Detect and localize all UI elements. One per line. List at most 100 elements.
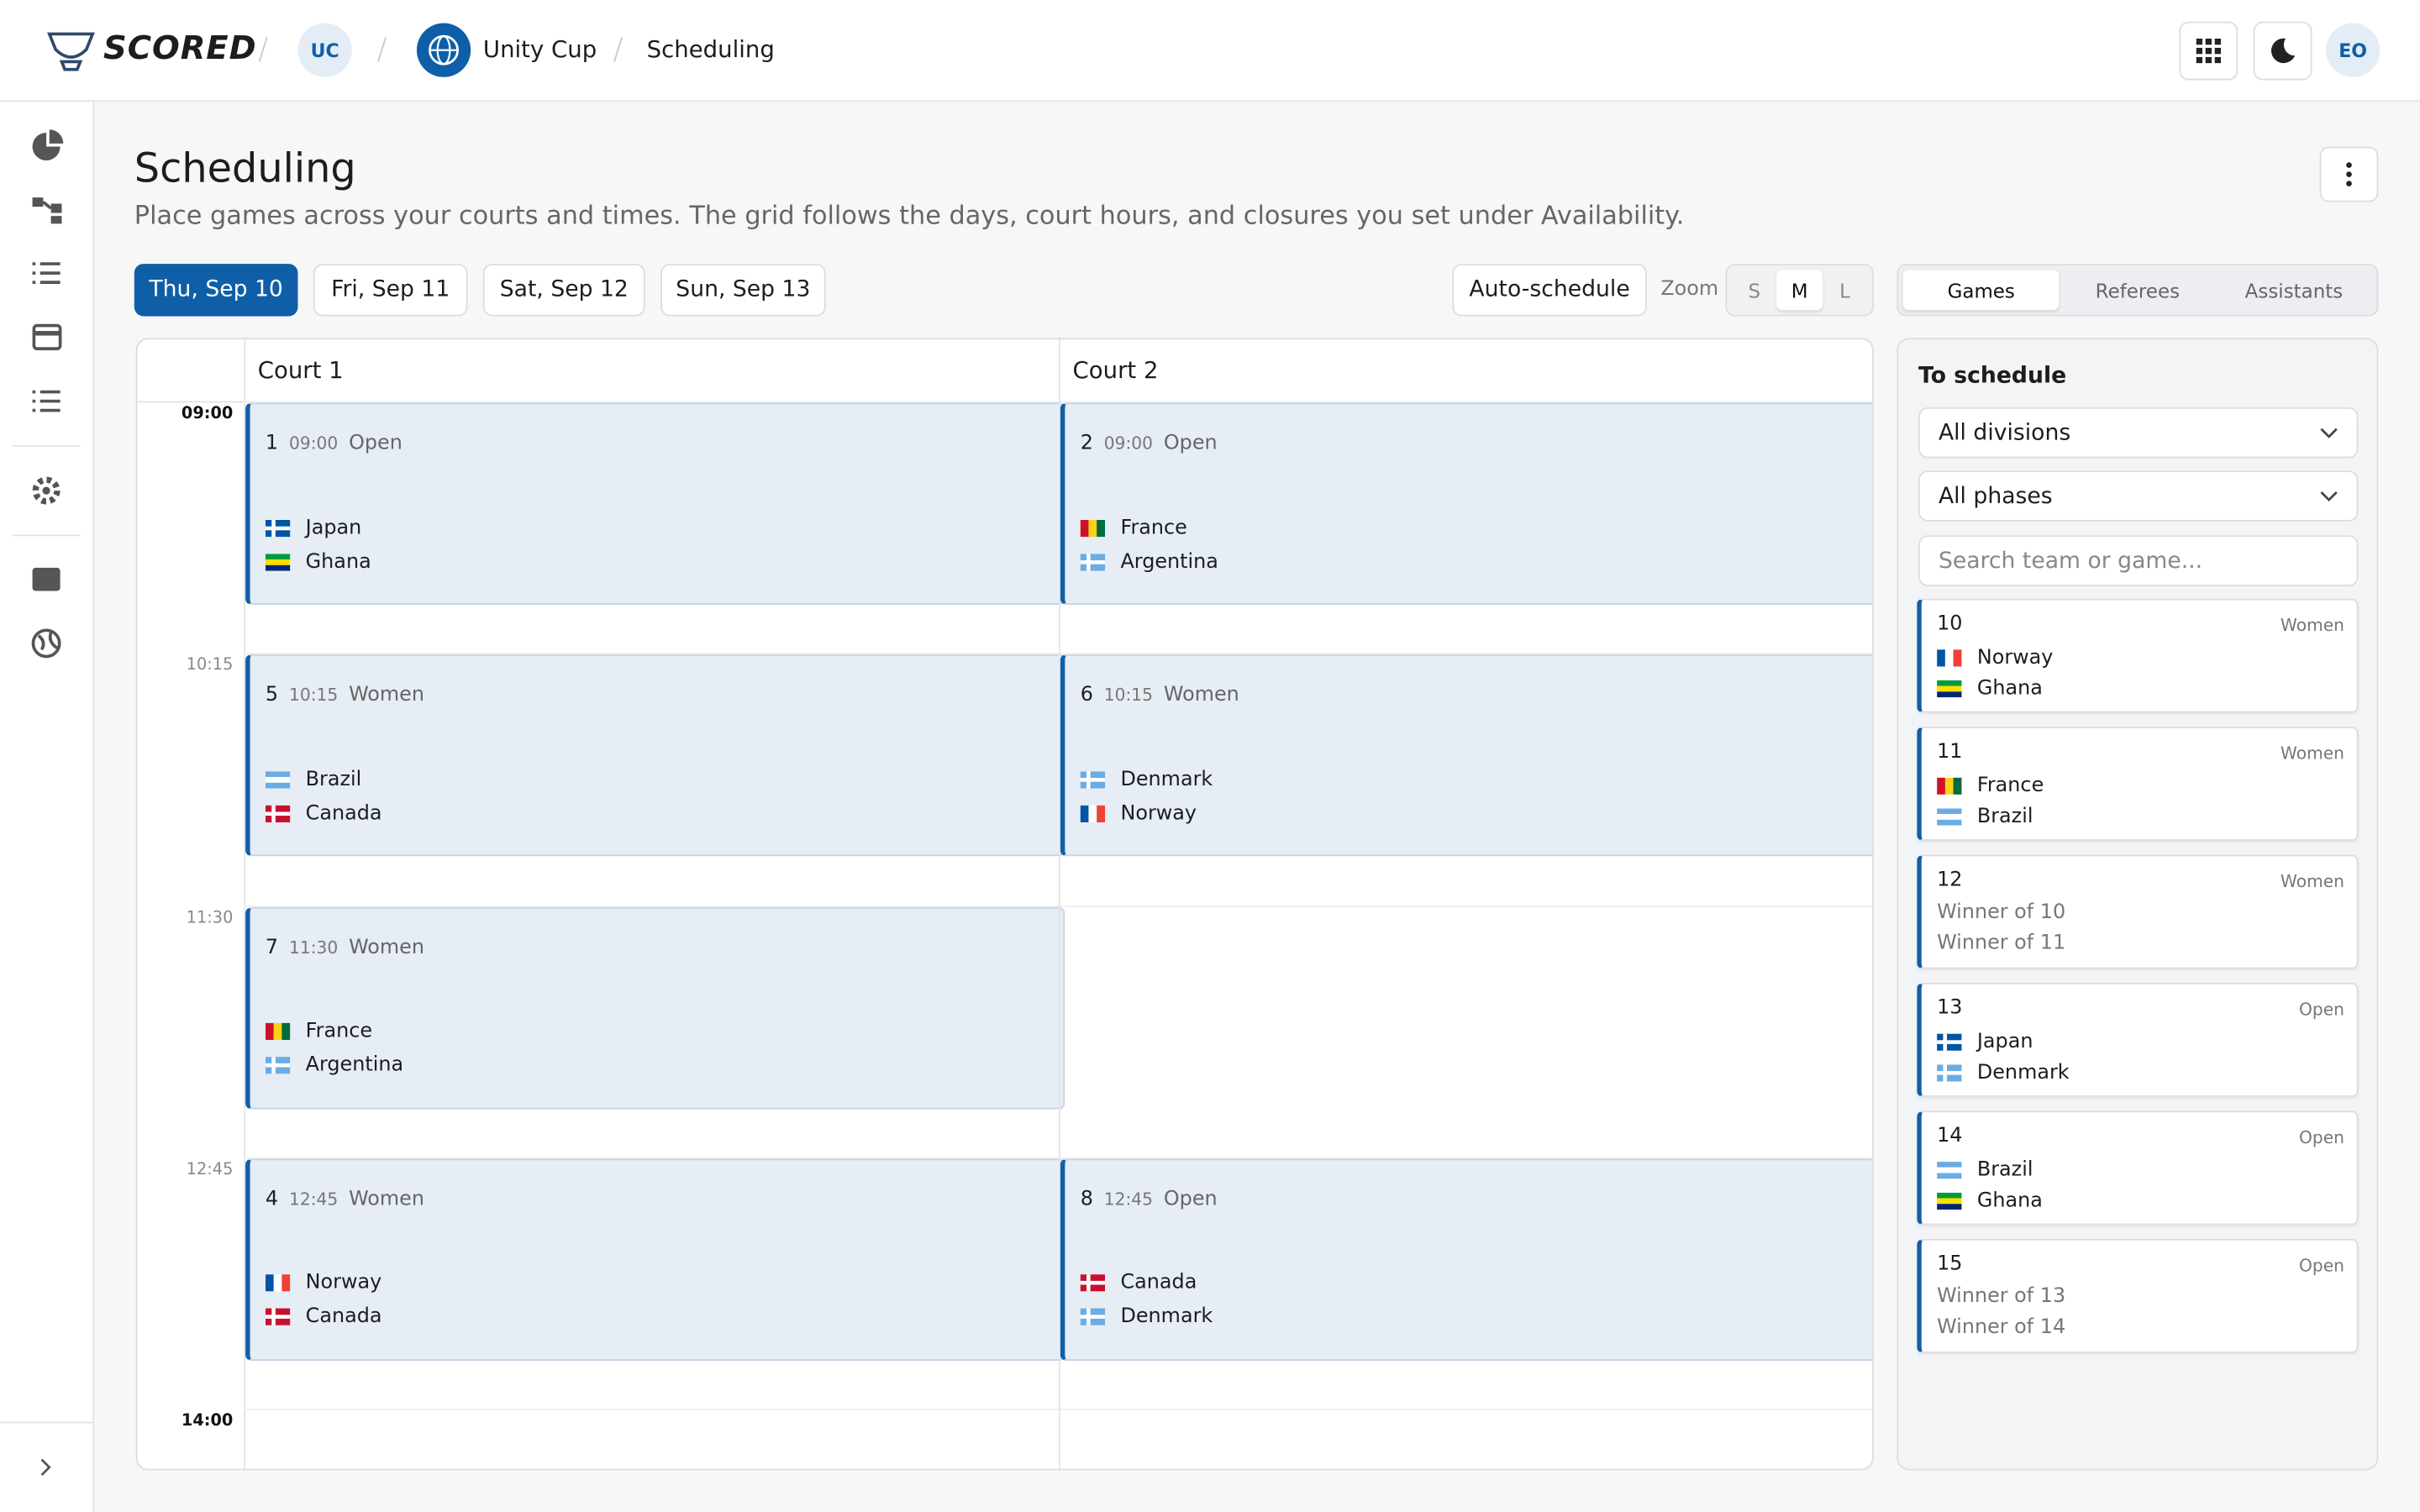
chevron-icon: [2320, 491, 2338, 501]
team-row: Japan: [1937, 1026, 2033, 1057]
day-tab[interactable]: Thu, Sep 10: [134, 264, 298, 317]
team-name: Canada: [1120, 1272, 1197, 1295]
game-division: Open: [1163, 1188, 1218, 1211]
game-number: 10: [1937, 612, 1963, 636]
game-card[interactable]: 7 11:30 Women France Argentina: [245, 906, 1065, 1109]
day-tab[interactable]: Sat, Sep 12: [482, 264, 645, 317]
flag-icon: [265, 1057, 291, 1074]
flag-icon: [265, 1022, 291, 1041]
unscheduled-game-card[interactable]: 13 Open Japan Denmark: [1917, 983, 2359, 1097]
game-division: Women: [349, 684, 424, 707]
day-tab[interactable]: Fri, Sep 11: [313, 264, 468, 317]
unscheduled-game-card[interactable]: 12 Women Winner of 10 Winner of 11: [1917, 854, 2359, 969]
team-row: Norway: [1937, 642, 2053, 673]
game-card[interactable]: 1 09:00 Open Japan Ghana: [245, 402, 1065, 606]
game-number: 7: [265, 936, 279, 959]
team-row: Denmark: [1080, 1302, 1213, 1333]
unscheduled-game-card[interactable]: 10 Women Norway Ghana: [1917, 598, 2359, 713]
team-row: Argentina: [265, 1050, 403, 1081]
game-card[interactable]: 5 10:15 Women Brazil Canada: [245, 654, 1065, 857]
page-title: Scheduling: [134, 146, 356, 193]
time-row-line: [244, 401, 1872, 403]
flag-icon: [1937, 807, 1962, 825]
team-row: Brazil: [1937, 801, 2033, 832]
panel-tab[interactable]: Games: [1902, 270, 2060, 311]
zoom-option[interactable]: L: [1839, 278, 1850, 302]
game-division: Women: [2280, 871, 2345, 892]
game-time: 09:00: [288, 433, 339, 454]
game-card[interactable]: 6 10:15 Women Denmark Norway: [1060, 654, 1872, 857]
unscheduled-game-card[interactable]: 11 Women France Brazil: [1917, 727, 2359, 842]
filter-select[interactable]: All phases: [1918, 470, 2359, 522]
game-time: 09:00: [1103, 433, 1154, 454]
placeholder-team: Winner of 13: [1937, 1285, 2066, 1309]
schedule-grid: 09:00 10:15 11:30 12:45 14:00 Court 1 1 09:00 Op…: [135, 338, 1874, 1471]
flag-icon: [1937, 776, 1962, 795]
flag-icon: [265, 1309, 291, 1326]
game-header: 5 10:15 Women: [266, 684, 424, 707]
apps-button[interactable]: [2179, 21, 2238, 81]
game-header: 1 09:00 Open: [266, 432, 402, 455]
day-tab[interactable]: Sun, Sep 13: [660, 264, 826, 317]
team-row: France: [1937, 770, 2044, 801]
flag-icon: [1080, 1309, 1106, 1326]
team-row: Canada: [1080, 1268, 1197, 1299]
team-name: Canada: [305, 1305, 382, 1330]
unscheduled-game-card[interactable]: 15 Open Winner of 13 Winner of 14: [1917, 1238, 2359, 1353]
game-number: 12: [1937, 869, 1963, 892]
flag-icon: [265, 1274, 291, 1293]
to-schedule-panel: To schedule All divisions All phases Searc…: [1897, 338, 2379, 1471]
flag-icon: [1080, 1274, 1106, 1293]
game-time: 12:45: [1103, 1189, 1154, 1210]
auto-schedule-button[interactable]: Auto-schedule: [1452, 264, 1647, 317]
team-name: Japan: [1976, 1030, 2033, 1053]
team-row: Ghana: [1937, 1185, 2043, 1216]
team-name: France: [1976, 774, 2044, 797]
team-row: France: [1080, 512, 1187, 543]
game-card[interactable]: 2 09:00 Open France Argentina: [1060, 402, 1872, 606]
panel-tab[interactable]: Referees: [2095, 278, 2181, 302]
zoom-option[interactable]: S: [1748, 278, 1761, 302]
game-number: 1: [265, 432, 279, 455]
brand: SCORED: [103, 29, 257, 66]
theme-button[interactable]: [2253, 21, 2312, 81]
user-avatar[interactable]: EO: [2325, 23, 2381, 77]
tournament-name[interactable]: Unity Cup: [482, 35, 597, 64]
team-name: France: [305, 1020, 373, 1043]
game-division: Women: [2280, 615, 2345, 636]
team-row: Canada: [265, 1302, 382, 1333]
zoom-option[interactable]: M: [1776, 270, 1823, 311]
sidebar-icons: [0, 129, 95, 1476]
game-time: 12:45: [288, 1189, 339, 1210]
team-name: France: [1120, 516, 1187, 539]
panel-tab[interactable]: Assistants: [2244, 278, 2344, 302]
game-header: 6 10:15 Women: [1081, 684, 1239, 707]
team-row: Denmark: [1937, 1057, 2070, 1088]
team-name: Denmark: [1976, 1060, 2070, 1084]
game-number: 15: [1937, 1252, 1963, 1276]
game-number: 5: [265, 684, 279, 707]
sidebar: [0, 102, 95, 1512]
game-number: 8: [1080, 1188, 1093, 1211]
game-card[interactable]: 8 12:45 Open Canada Denmark: [1060, 1158, 1872, 1361]
team-name: Ghana: [1976, 1189, 2043, 1212]
more-icon: [2346, 162, 2352, 186]
more-button[interactable]: [2319, 146, 2379, 202]
flag-icon: [265, 553, 291, 570]
current-page: Scheduling: [646, 35, 775, 64]
time-row-line: [244, 653, 1872, 655]
unscheduled-game-card[interactable]: 14 Open Brazil Ghana: [1917, 1110, 2359, 1226]
filter-select[interactable]: All divisions: [1918, 407, 2359, 459]
org-badge[interactable]: UC: [297, 23, 352, 77]
flag-icon: [1080, 770, 1106, 789]
apps-icon: [2196, 38, 2222, 64]
search-input[interactable]: Search team or game...: [1918, 535, 2359, 586]
moon-icon: [2270, 38, 2296, 64]
time-label: 09:00: [181, 404, 234, 423]
court-header: Court 1: [257, 356, 344, 385]
team-row: Argentina: [1080, 546, 1218, 577]
top-bar: SCORED UC Unity Cup Scheduling EO: [0, 0, 2420, 102]
time-label: 14:00: [181, 1411, 234, 1431]
game-card[interactable]: 4 12:45 Women Norway Canada: [245, 1158, 1065, 1361]
